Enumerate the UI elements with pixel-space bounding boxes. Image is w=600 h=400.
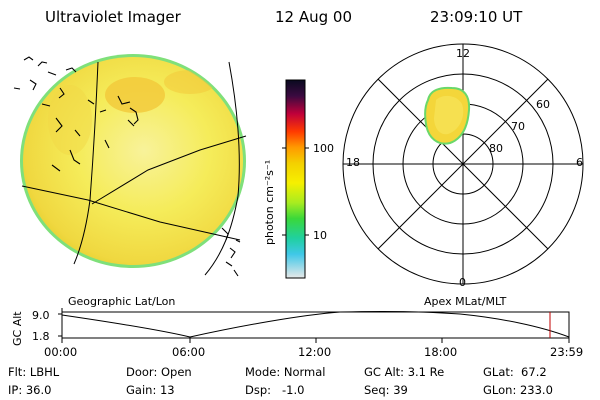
glat-value: GLat: 67.2 <box>483 365 547 379</box>
apex-label: Apex MLat/MLT <box>424 295 507 308</box>
mlt-label-0: 0 <box>459 276 466 289</box>
filter-value: Flt: LBHL <box>8 365 60 379</box>
orbit-panel <box>58 308 570 343</box>
polar-plot <box>342 43 584 285</box>
colorbar <box>282 79 309 279</box>
colorbar-unit-label: photon cm⁻²s⁻¹ <box>263 159 276 245</box>
mlat-label-80: 80 <box>489 142 503 155</box>
orbit-xtick-1800: 18:00 <box>424 345 458 359</box>
ip-value: IP: 36.0 <box>8 383 52 397</box>
orbit-xtick-1200: 12:00 <box>298 345 332 359</box>
glon-value: GLon: 233.0 <box>483 383 553 397</box>
orbit-xtick-0000: 00:00 <box>44 345 78 359</box>
geographic-label: Geographic Lat/Lon <box>68 295 176 308</box>
mode-value: Mode: Normal <box>245 365 326 379</box>
orbit-ytick-min: 1.8 <box>32 330 50 343</box>
gain-value: Gain: 13 <box>126 383 175 397</box>
observation-time: 23:09:10 UT <box>430 8 523 26</box>
dsp-value: Dsp: -1.0 <box>245 383 305 397</box>
mlat-label-60: 60 <box>536 98 550 111</box>
orbit-xtick-2359: 23:59 <box>550 345 584 359</box>
mlt-label-18: 18 <box>346 156 360 169</box>
orbit-ytick-max: 9.0 <box>32 309 50 322</box>
mlat-label-70: 70 <box>511 120 525 133</box>
orbit-axis-label: GC Alt <box>11 311 24 346</box>
mlt-label-6: 6 <box>576 156 583 169</box>
mlt-label-12: 12 <box>456 47 470 60</box>
gc-alt-value: GC Alt: 3.1 Re <box>364 365 445 379</box>
colorbar-tick-100: 100 <box>313 142 334 155</box>
app-title: Ultraviolet Imager <box>45 8 181 26</box>
colorbar-tick-10: 10 <box>313 229 327 242</box>
earth-disk-image <box>13 54 247 277</box>
seq-value: Seq: 39 <box>364 383 408 397</box>
orbit-xtick-0600: 06:00 <box>172 345 206 359</box>
observation-date: 12 Aug 00 <box>275 8 352 26</box>
door-value: Door: Open <box>126 365 192 379</box>
